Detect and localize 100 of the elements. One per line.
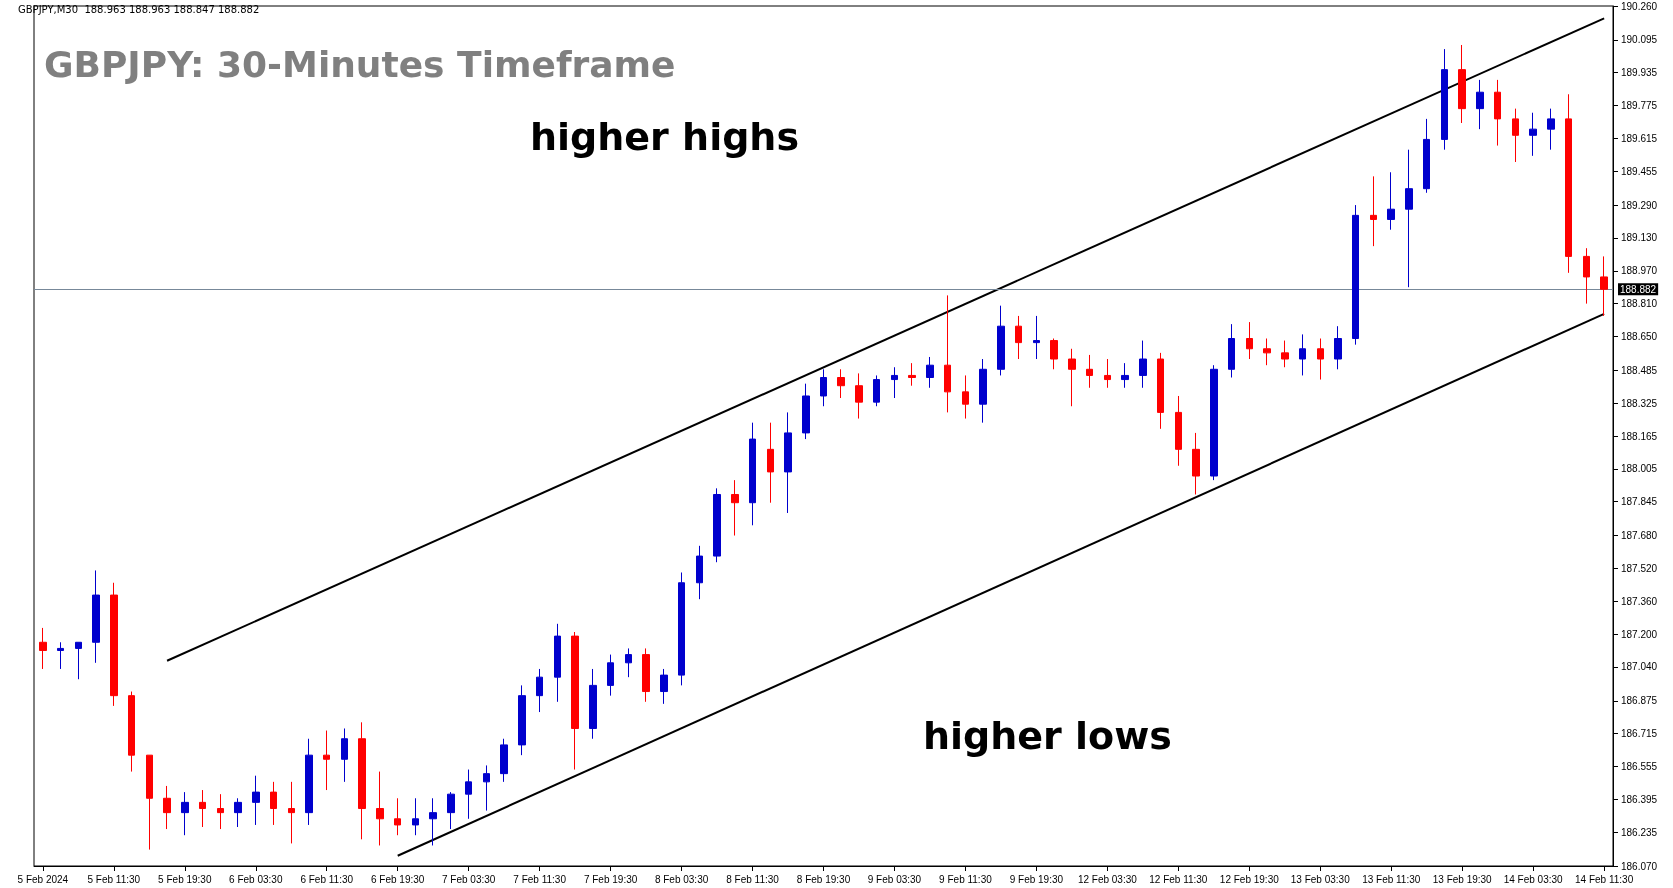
candlestick — [181, 791, 189, 836]
candlestick — [128, 691, 135, 773]
candlestick — [1086, 354, 1093, 389]
y-tick-label: 186.235 — [1621, 826, 1658, 838]
y-tick-label: 189.615 — [1621, 132, 1658, 144]
candlestick — [500, 738, 508, 783]
candlestick — [1317, 338, 1324, 381]
x-tick-label: 13 Feb 19:30 — [1432, 873, 1493, 885]
candlestick — [1547, 108, 1555, 151]
candlestick — [1050, 338, 1058, 370]
x-tick-label: 6 Feb 03:30 — [229, 873, 283, 885]
y-tick-label: 186.715 — [1621, 728, 1658, 740]
y-tick-label: 187.680 — [1621, 530, 1658, 542]
x-tick-label: 9 Feb 19:30 — [1009, 873, 1064, 885]
candlestick — [1370, 175, 1377, 247]
x-tick-label: 9 Feb 11:30 — [939, 873, 993, 885]
candlestick — [944, 294, 951, 413]
x-tick-label: 9 Feb 03:30 — [867, 873, 922, 885]
candlestick — [1104, 358, 1111, 389]
candlestick — [92, 569, 100, 664]
candlestick — [642, 647, 650, 703]
x-tick-label: 8 Feb 19:30 — [796, 873, 851, 885]
y-tick-label: 189.290 — [1621, 199, 1658, 211]
candlestick — [802, 383, 810, 440]
candlestick — [288, 781, 295, 844]
candlestick — [465, 769, 472, 820]
y-tick-label: 186.875 — [1621, 695, 1658, 707]
x-tick-label: 14 Feb 11:30 — [1575, 873, 1634, 885]
candlestick — [1015, 315, 1022, 360]
candlestick — [518, 684, 526, 756]
y-tick-label: 188.005 — [1621, 463, 1658, 475]
x-tick-label: 6 Feb 11:30 — [300, 873, 354, 885]
x-tick-label: 8 Feb 11:30 — [726, 873, 780, 885]
x-tick-label: 8 Feb 03:30 — [654, 873, 709, 885]
text: GBPJPY: 30-Minutes Timeframe — [44, 43, 676, 85]
x-tick-label: 7 Feb 03:30 — [441, 873, 496, 885]
x-tick-label: 12 Feb 03:30 — [1077, 873, 1138, 885]
candlestick — [1157, 352, 1164, 430]
candlestick — [341, 727, 348, 783]
y-tick-label: 189.935 — [1621, 67, 1658, 79]
candlestick — [1263, 338, 1271, 366]
candlestick — [39, 627, 47, 670]
y-tick-label: 188.810 — [1621, 298, 1658, 310]
y-tick-label: 186.070 — [1621, 860, 1658, 872]
candlestick — [589, 668, 597, 740]
candlestick — [696, 545, 703, 600]
y-tick-label: 190.260 — [1621, 0, 1658, 12]
x-tick-label: 12 Feb 11:30 — [1149, 873, 1208, 885]
y-tick-label: 188.165 — [1621, 430, 1658, 442]
candlestick — [483, 764, 490, 812]
y-tick-label: 189.455 — [1621, 165, 1658, 177]
candlestick — [979, 358, 987, 424]
x-tick-label: 14 Feb 03:30 — [1503, 873, 1564, 885]
candlestick — [837, 368, 845, 399]
candlestick — [199, 789, 206, 828]
candlestick — [891, 366, 898, 399]
candlestick — [1405, 149, 1413, 288]
candlestick — [873, 374, 880, 407]
y-tick-label: 187.520 — [1621, 562, 1658, 574]
y-tick-label: 188.325 — [1621, 397, 1658, 409]
candlestick — [75, 641, 82, 680]
candlestick — [749, 422, 756, 526]
candlestick — [908, 362, 916, 387]
candlestick — [429, 797, 437, 846]
candlestick — [1352, 204, 1359, 346]
candlestick — [1512, 108, 1519, 163]
candlestick — [767, 422, 774, 504]
candlestick — [1068, 348, 1076, 407]
candlestick — [607, 654, 614, 697]
x-tick-label: 6 Feb 19:30 — [371, 873, 425, 885]
candlestick — [1246, 321, 1253, 360]
candlestick — [571, 631, 579, 771]
candlestick — [536, 668, 543, 713]
annotation: higher highs — [530, 115, 800, 159]
candlestick — [855, 372, 863, 420]
y-tick-label: 188.485 — [1621, 364, 1658, 376]
candlestick — [1494, 79, 1501, 147]
candlestick — [731, 479, 739, 537]
candlestick — [234, 797, 242, 828]
annotation: GBPJPY,M30 188.963 188.963 188.847 188.882 — [18, 3, 260, 15]
x-tick-label: 13 Feb 11:30 — [1362, 873, 1421, 885]
candlestick — [1299, 333, 1306, 376]
candlestick — [323, 730, 330, 791]
y-tick-label: 190.095 — [1621, 34, 1658, 46]
y-tick-label: 186.395 — [1621, 793, 1658, 805]
candlestick — [1175, 395, 1182, 467]
candlestick — [660, 668, 668, 705]
candlestick — [1387, 171, 1395, 231]
candlestick — [1281, 340, 1289, 368]
candlestick — [926, 356, 934, 389]
x-tick-label: 5 Feb 2024 — [17, 873, 69, 885]
candlestick — [1529, 112, 1537, 157]
candlestick — [1441, 48, 1448, 151]
candlestick — [554, 623, 561, 703]
candlestick — [1600, 255, 1608, 317]
candlestick — [1192, 432, 1200, 495]
candlestick — [1210, 364, 1218, 481]
candlestick — [376, 771, 384, 846]
x-tick-label: 7 Feb 11:30 — [513, 873, 567, 885]
candlestick — [412, 797, 419, 836]
